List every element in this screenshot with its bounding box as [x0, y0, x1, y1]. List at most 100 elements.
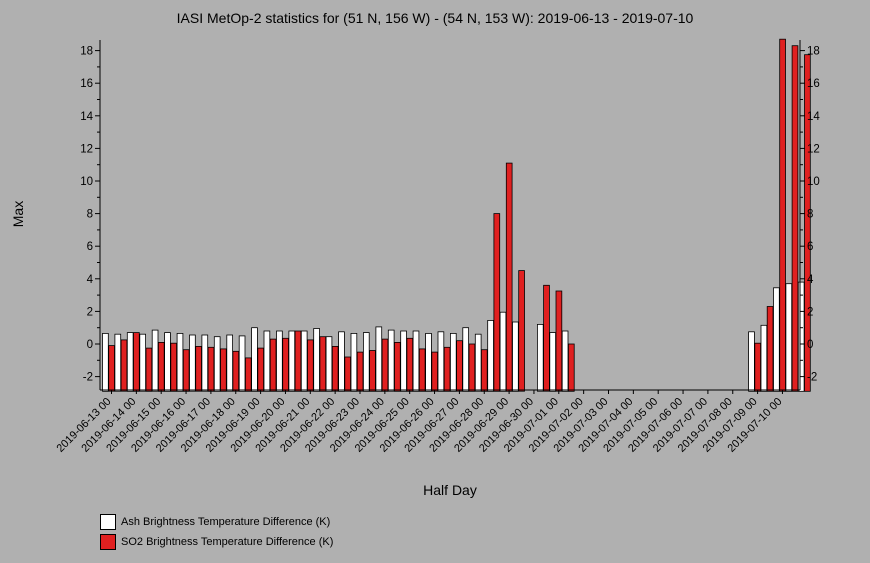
ash-bar — [226, 334, 234, 392]
y-tick-label-right: 10 — [807, 176, 820, 188]
so2-bar — [468, 343, 476, 392]
so2-bar — [394, 341, 401, 392]
ash-bar — [102, 332, 109, 392]
y-tick-label: 16 — [80, 78, 93, 90]
ash-bar — [251, 327, 258, 392]
so2-bar — [182, 349, 190, 392]
so2-bar — [257, 347, 264, 392]
so2-bar — [518, 270, 525, 392]
legend-label-ash: Ash Brightness Temperature Difference (K… — [121, 516, 331, 528]
ash-bar — [276, 330, 283, 392]
ash-bar — [537, 323, 544, 392]
so2-bar — [307, 339, 314, 392]
y-tick-label-right: -2 — [807, 372, 817, 384]
ash-bar — [387, 329, 395, 392]
so2-bar — [505, 162, 513, 392]
so2-bar — [555, 290, 563, 392]
bar-group — [102, 38, 811, 392]
so2-bar — [170, 342, 178, 392]
y-tick-label: 12 — [80, 143, 93, 155]
so2-bar — [133, 332, 140, 392]
ash-bar — [760, 324, 768, 392]
so2-bar — [443, 346, 451, 392]
so2-bar — [244, 357, 252, 392]
y-tick-label: 0 — [87, 339, 93, 351]
so2-bar — [791, 45, 799, 392]
so2-bar — [356, 351, 364, 392]
so2-bar — [108, 345, 115, 392]
so2-bar — [418, 348, 426, 392]
so2-bar — [754, 342, 761, 392]
ash-bar — [325, 336, 333, 392]
so2-bar — [220, 348, 227, 392]
so2-bar — [456, 340, 463, 392]
y-tick-label-right: 2 — [807, 306, 813, 318]
legend-label-so2: SO2 Brightness Temperature Difference (K… — [121, 536, 334, 548]
so2-bar — [157, 341, 165, 392]
ash-bar — [362, 332, 370, 392]
ash-bar — [176, 332, 184, 392]
y-tick-label-right: 6 — [807, 241, 813, 253]
so2-bar — [431, 351, 438, 392]
ash-bar — [313, 328, 320, 392]
x-axis-label: Half Day — [423, 482, 477, 498]
so2-bar — [282, 337, 289, 392]
so2-bar — [779, 38, 786, 392]
ash-bar — [238, 335, 246, 392]
y-tick-label: 14 — [80, 111, 93, 123]
ash-bar — [126, 332, 134, 392]
ash-bar — [189, 334, 196, 392]
so2-bar — [493, 213, 501, 392]
so2-bar — [319, 336, 327, 392]
so2-bar — [344, 356, 351, 392]
y-tick-label-right: 12 — [807, 143, 820, 155]
so2-bar — [294, 330, 302, 392]
y-tick-label: -2 — [83, 372, 93, 384]
y-tick-label: 6 — [87, 241, 93, 253]
ash-bar — [549, 332, 556, 392]
ash-bar — [338, 331, 345, 392]
ash-bar — [474, 333, 482, 392]
ash-bar — [449, 332, 457, 392]
y-tick-label: 2 — [87, 306, 93, 318]
ash-bar — [213, 336, 221, 392]
y-tick-label: 8 — [87, 209, 93, 221]
so2-bar — [568, 343, 575, 392]
legend-item-so2: SO2 Brightness Temperature Difference (K… — [100, 532, 333, 552]
so2-bar — [331, 345, 339, 392]
ash-bar — [797, 281, 805, 392]
y-tick-label-right: 14 — [807, 111, 820, 123]
ash-bar — [462, 327, 469, 392]
so2-bar — [269, 338, 277, 392]
y-tick-label-right: 8 — [807, 209, 813, 221]
ash-bar — [263, 330, 271, 392]
ash-bar — [425, 332, 432, 392]
so2-bar — [381, 338, 389, 392]
ash-bar — [300, 330, 308, 392]
y-tick-label-right: 0 — [807, 339, 813, 351]
ash-bar — [499, 311, 507, 392]
y-tick-label: 18 — [80, 46, 93, 58]
so2-bar — [369, 350, 376, 392]
so2-bar — [232, 350, 240, 392]
ash-bar — [412, 330, 420, 392]
ash-bar — [375, 326, 383, 392]
so2-bar — [406, 337, 414, 392]
ash-bar — [400, 330, 407, 392]
y-tick-label-right: 18 — [807, 46, 820, 58]
legend-swatch-ash — [100, 514, 116, 530]
ash-bar — [201, 334, 209, 392]
ash-bar — [114, 333, 122, 392]
legend-item-ash: Ash Brightness Temperature Difference (K… — [100, 512, 333, 532]
ash-bar — [561, 330, 569, 392]
ash-bar — [487, 319, 494, 392]
y-tick-label: 4 — [87, 274, 94, 286]
y-tick-label: 10 — [80, 176, 93, 188]
y-axis-label: Max — [10, 200, 26, 228]
so2-bar — [804, 54, 811, 392]
ash-bar — [773, 287, 780, 392]
so2-bar — [480, 349, 488, 392]
so2-bar — [207, 346, 215, 392]
y-tick-label-right: 16 — [807, 78, 820, 90]
